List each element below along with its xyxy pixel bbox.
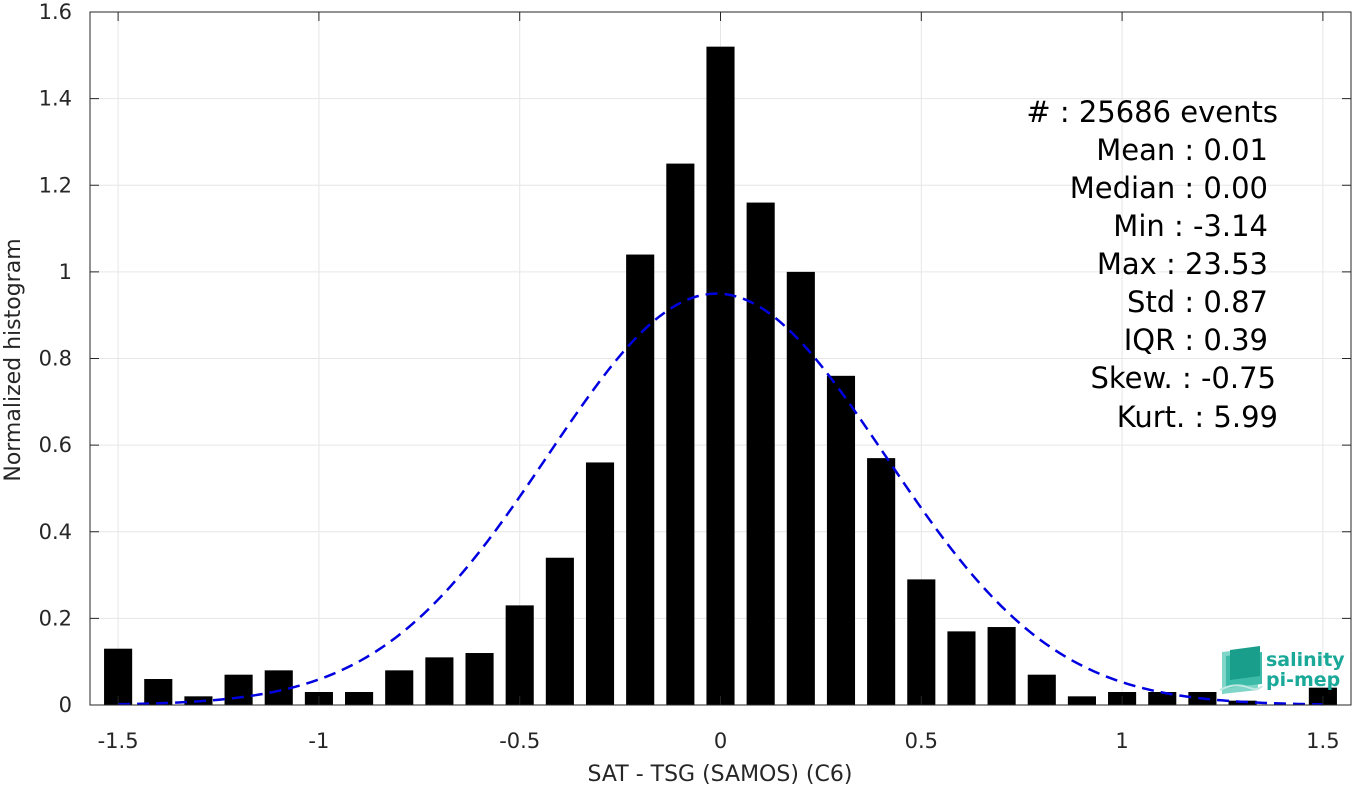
- bar-1: [144, 679, 173, 705]
- bar-19: [867, 458, 896, 705]
- x-tick-label-5: 1: [1115, 729, 1128, 753]
- x-tick-label-1: -1: [308, 729, 329, 753]
- bar-17: [786, 271, 815, 705]
- bars: [104, 46, 1337, 706]
- bar-21: [947, 631, 976, 705]
- y-tick-label-2: 0.4: [39, 520, 72, 544]
- x-tick-labels: -1.5 -1 -0.5 0 0.5 1 1.5: [98, 729, 1340, 753]
- bar-26: [1148, 692, 1177, 705]
- bar-12: [585, 462, 615, 705]
- y-tick-label-0: 0: [59, 693, 72, 717]
- y-tick-label-4: 0.8: [39, 347, 72, 371]
- bar-14: [666, 163, 695, 705]
- stat-row-5: Std : 0.87: [1127, 285, 1268, 319]
- bar-20: [907, 579, 936, 705]
- logo-icon: [1219, 646, 1263, 694]
- x-tick-label-6: 1.5: [1306, 729, 1339, 753]
- bar-0: [104, 648, 133, 705]
- y-tick-label-8: 1.6: [39, 0, 72, 24]
- x-tick-label-2: -0.5: [499, 729, 540, 753]
- bar-9: [465, 653, 494, 705]
- stat-row-7: Skew. : -0.75: [1090, 361, 1276, 395]
- x-tick-label-3: 0: [714, 729, 727, 753]
- y-tick-label-6: 1.2: [39, 173, 72, 197]
- stat-row-8: Kurt. : 5.99: [1117, 400, 1278, 434]
- logo-line1: salinity: [1266, 649, 1345, 671]
- logo-line2: pi-mep: [1266, 669, 1340, 691]
- bar-6: [345, 692, 374, 705]
- bar-24: [1067, 696, 1096, 705]
- bar-11: [545, 557, 574, 705]
- y-tick-label-5: 1: [59, 260, 72, 284]
- x-tick-label-0: -1.5: [98, 729, 139, 753]
- bar-15: [706, 46, 735, 705]
- bar-10: [505, 605, 534, 705]
- bar-16: [746, 202, 775, 705]
- y-tick-label-1: 0.2: [39, 606, 72, 630]
- bar-22: [987, 627, 1016, 705]
- stat-row-3: Min : -3.14: [1113, 209, 1268, 243]
- salinity-pi-mep-logo: salinity pi-mep: [1219, 646, 1345, 694]
- y-tick-label-3: 0.6: [39, 433, 72, 457]
- stat-row-6: IQR : 0.39: [1124, 323, 1268, 357]
- stats-block: # : 25686 events Mean : 0.01 Median : 0.00…: [1026, 95, 1278, 434]
- bar-13: [626, 254, 655, 706]
- bar-8: [425, 657, 454, 705]
- x-tick-label-4: 0.5: [905, 729, 938, 753]
- bar-3: [224, 674, 253, 705]
- bar-18: [826, 375, 856, 705]
- y-tick-label-7: 1.4: [39, 87, 72, 111]
- bar-7: [385, 670, 414, 705]
- y-axis-label: Normalized histogram: [1, 238, 26, 481]
- y-tick-labels: 0 0.2 0.4 0.6 0.8 1 1.2 1.4 1.6: [39, 0, 72, 717]
- stat-row-0: # : 25686 events: [1026, 95, 1278, 129]
- stat-row-4: Max : 23.53: [1097, 247, 1268, 281]
- bar-23: [1027, 674, 1056, 705]
- stat-row-1: Mean : 0.01: [1096, 133, 1268, 167]
- stat-row-2: Median : 0.00: [1070, 171, 1268, 205]
- x-axis-label: SAT - TSG (SAMOS) (C6): [588, 762, 853, 785]
- axis-ticks: [90, 11, 1351, 706]
